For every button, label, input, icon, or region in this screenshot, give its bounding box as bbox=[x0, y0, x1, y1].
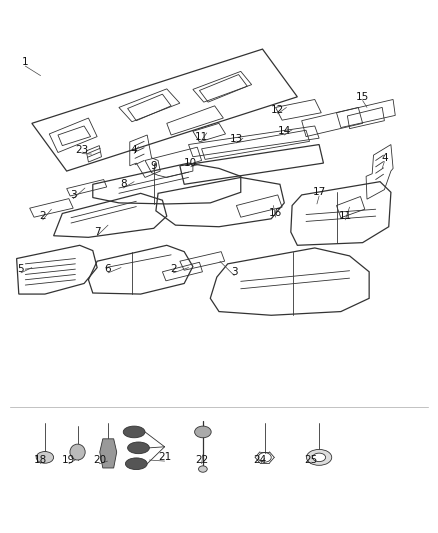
Text: 6: 6 bbox=[105, 264, 111, 274]
Text: 17: 17 bbox=[312, 187, 326, 197]
Text: 19: 19 bbox=[62, 455, 75, 465]
Polygon shape bbox=[100, 439, 117, 468]
Text: 14: 14 bbox=[278, 126, 291, 136]
Ellipse shape bbox=[127, 442, 149, 454]
Text: 12: 12 bbox=[271, 105, 284, 115]
Text: 3: 3 bbox=[231, 267, 237, 277]
Text: 20: 20 bbox=[93, 455, 106, 465]
Ellipse shape bbox=[198, 466, 207, 472]
Text: 9: 9 bbox=[150, 161, 157, 171]
Ellipse shape bbox=[194, 426, 211, 438]
Text: 25: 25 bbox=[304, 455, 317, 465]
Ellipse shape bbox=[70, 444, 85, 460]
Ellipse shape bbox=[313, 453, 325, 462]
Text: 11: 11 bbox=[195, 132, 208, 142]
Text: 15: 15 bbox=[356, 92, 369, 102]
Text: 24: 24 bbox=[254, 455, 267, 465]
Text: 5: 5 bbox=[18, 264, 24, 274]
Text: 3: 3 bbox=[70, 190, 77, 200]
Text: 4: 4 bbox=[381, 153, 388, 163]
Ellipse shape bbox=[36, 451, 53, 463]
Text: 8: 8 bbox=[120, 179, 127, 189]
Text: 23: 23 bbox=[75, 145, 88, 155]
Text: 4: 4 bbox=[131, 145, 138, 155]
Text: 22: 22 bbox=[195, 455, 208, 465]
Text: 7: 7 bbox=[94, 227, 100, 237]
Text: 10: 10 bbox=[184, 158, 197, 168]
Text: 2: 2 bbox=[39, 211, 46, 221]
Text: 11: 11 bbox=[339, 211, 352, 221]
Text: 13: 13 bbox=[230, 134, 243, 144]
Ellipse shape bbox=[125, 458, 147, 470]
Text: 1: 1 bbox=[22, 58, 28, 67]
Ellipse shape bbox=[307, 449, 332, 465]
Ellipse shape bbox=[123, 426, 145, 438]
Text: 18: 18 bbox=[34, 455, 47, 465]
Text: 2: 2 bbox=[170, 264, 177, 274]
Text: 21: 21 bbox=[158, 453, 171, 463]
Text: 16: 16 bbox=[269, 208, 282, 219]
